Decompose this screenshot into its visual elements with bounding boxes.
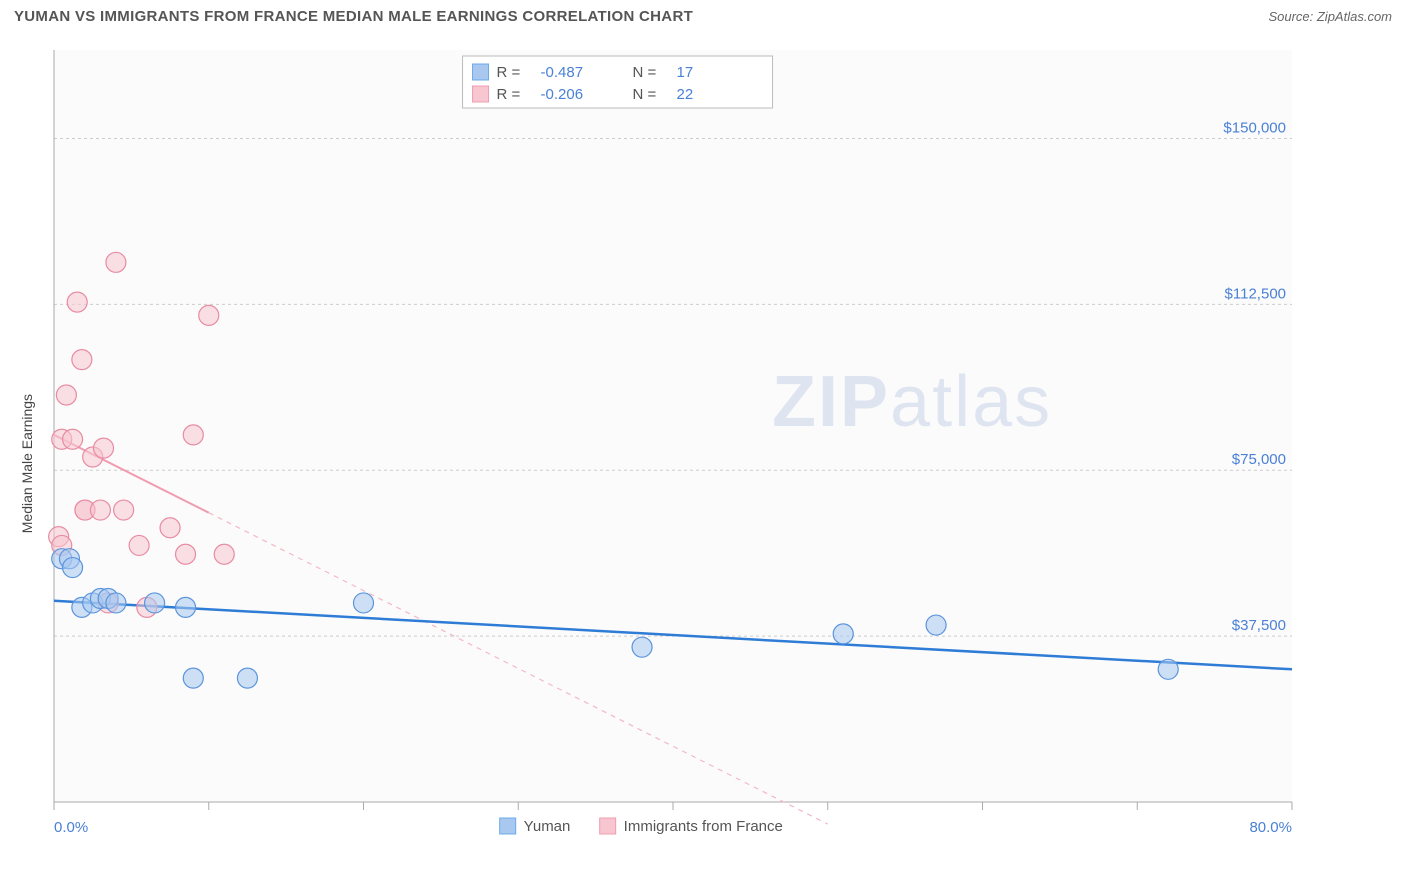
yuman-point — [354, 593, 374, 613]
france-point — [214, 544, 234, 564]
yuman-point — [632, 637, 652, 657]
legend-r-france: -0.206 — [541, 86, 584, 103]
legend-n-yuman: 17 — [677, 64, 694, 81]
y-axis-label: Median Male Earnings — [19, 394, 35, 533]
legend-r-yuman: -0.487 — [541, 64, 584, 81]
france-point — [160, 518, 180, 538]
france-point — [199, 305, 219, 325]
legend-n-france: 22 — [677, 86, 694, 103]
chart-title: YUMAN VS IMMIGRANTS FROM FRANCE MEDIAN M… — [14, 8, 693, 25]
correlation-chart: $37,500 $75,000 $112,500 $150,000 ZIPatlas 0.… — [14, 40, 1392, 872]
legend-n-label2: N = — [633, 86, 657, 103]
y-tick-label: $75,000 — [1232, 451, 1286, 468]
yuman-point — [176, 597, 196, 617]
france-point — [90, 500, 110, 520]
yuman-point — [106, 593, 126, 613]
title-bar: YUMAN VS IMMIGRANTS FROM FRANCE MEDIAN M… — [0, 0, 1406, 29]
y-tick-label: $150,000 — [1223, 119, 1286, 136]
legend-r-label: R = — [497, 64, 521, 81]
plot-area — [54, 50, 1292, 802]
legend-swatch-yuman — [473, 64, 489, 80]
france-point — [94, 438, 114, 458]
yuman-point — [833, 624, 853, 644]
france-point — [114, 500, 134, 520]
france-point — [129, 535, 149, 555]
bottom-label-yuman: Yuman — [524, 818, 571, 835]
legend-swatch-france — [473, 86, 489, 102]
bottom-swatch-france — [600, 818, 616, 834]
chart-container: $37,500 $75,000 $112,500 $150,000 ZIPatlas 0.… — [14, 40, 1392, 872]
france-point — [176, 544, 196, 564]
france-point — [67, 292, 87, 312]
yuman-point — [1158, 659, 1178, 679]
legend-n-label: N = — [633, 64, 657, 81]
bottom-label-france: Immigrants from France — [624, 818, 783, 835]
france-point — [106, 252, 126, 272]
france-point — [63, 429, 83, 449]
x-min-label: 0.0% — [54, 819, 88, 836]
watermark: ZIPatlas — [772, 362, 1052, 442]
yuman-point — [926, 615, 946, 635]
yuman-point — [237, 668, 257, 688]
yuman-point — [145, 593, 165, 613]
x-max-label: 80.0% — [1249, 819, 1292, 836]
france-point — [56, 385, 76, 405]
france-point — [72, 350, 92, 370]
y-tick-label: $37,500 — [1232, 617, 1286, 634]
bottom-swatch-yuman — [500, 818, 516, 834]
legend-r-label2: R = — [497, 86, 521, 103]
y-tick-label: $112,500 — [1225, 285, 1286, 302]
yuman-point — [63, 558, 83, 578]
france-point — [183, 425, 203, 445]
source-label: Source: ZipAtlas.com — [1268, 9, 1392, 24]
yuman-point — [183, 668, 203, 688]
